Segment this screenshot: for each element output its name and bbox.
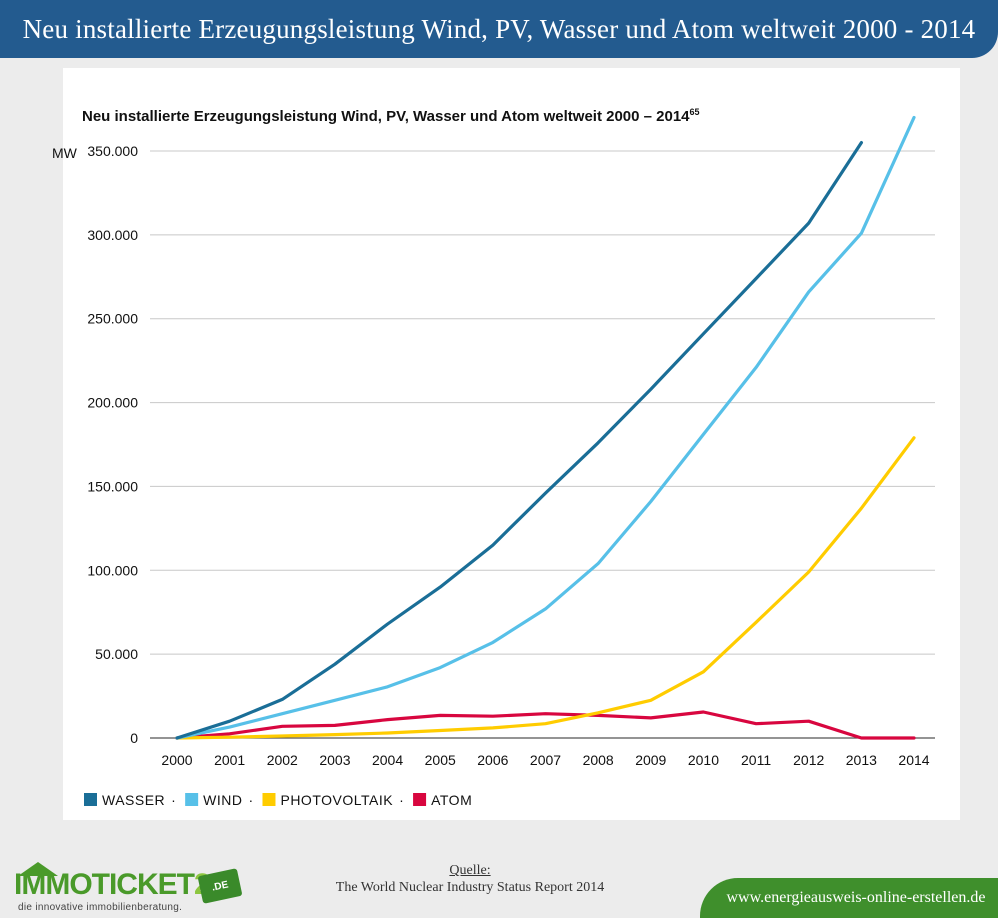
logo-word: IMMOTICKET bbox=[14, 868, 195, 901]
legend-separator: · bbox=[248, 792, 253, 808]
x-tick-label: 2004 bbox=[372, 752, 403, 768]
x-tick-label: 2006 bbox=[477, 752, 508, 768]
x-tick-label: 2007 bbox=[530, 752, 561, 768]
page-title-banner: Neu installierte Erzeugungsleistung Wind… bbox=[0, 0, 998, 58]
series-line-photovoltaik bbox=[175, 436, 916, 740]
x-tick-label: 2002 bbox=[267, 752, 298, 768]
legend-swatch-atom bbox=[413, 793, 427, 806]
y-tick-label: 200.000 bbox=[87, 395, 138, 411]
x-tick-label: 2000 bbox=[161, 752, 192, 768]
x-tick-label: 2011 bbox=[741, 752, 771, 768]
y-tick-label: 50.000 bbox=[95, 646, 138, 662]
source-note: Quelle: The World Nuclear Industry Statu… bbox=[320, 862, 620, 896]
house-roof-icon bbox=[18, 862, 58, 876]
source-text: The World Nuclear Industry Status Report… bbox=[335, 880, 605, 895]
x-tick-label: 2010 bbox=[688, 752, 719, 768]
x-tick-label: 2005 bbox=[425, 752, 456, 768]
y-tick-label: 350.000 bbox=[87, 143, 138, 159]
x-tick-label: 2001 bbox=[214, 752, 245, 768]
x-tick-label: 2014 bbox=[898, 752, 929, 768]
logo-wordmark: IMMOTICKET24 bbox=[14, 868, 226, 902]
series-line-wasser bbox=[175, 141, 863, 740]
series-line-wind bbox=[175, 115, 916, 740]
series-line-atom bbox=[175, 710, 916, 740]
y-tick-label: 250.000 bbox=[87, 311, 138, 327]
chart-title-footnote: 65 bbox=[690, 107, 700, 117]
legend-label: WASSER bbox=[102, 792, 165, 808]
legend-separator: · bbox=[399, 792, 404, 808]
chart-card bbox=[63, 68, 960, 820]
x-tick-label: 2008 bbox=[583, 752, 614, 768]
y-tick-label: 300.000 bbox=[87, 227, 138, 243]
x-tick-label: 2012 bbox=[793, 752, 824, 768]
legend-separator: · bbox=[171, 792, 176, 808]
website-url: www.energieausweis-online-erstellen.de bbox=[726, 889, 986, 906]
x-tick-label: 2013 bbox=[846, 752, 877, 768]
y-axis-unit-label: MW bbox=[52, 145, 78, 161]
immoticket-logo: IMMOTICKET24 .DE die innovative immobili… bbox=[4, 862, 244, 914]
chart-title: Neu installierte Erzeugungsleistung Wind… bbox=[82, 107, 700, 125]
legend-label: ATOM bbox=[431, 792, 472, 808]
y-tick-label: 0 bbox=[130, 730, 138, 746]
legend-swatch-wasser bbox=[84, 793, 97, 806]
legend-swatch-photovoltaik bbox=[262, 793, 276, 806]
website-banner: www.energieausweis-online-erstellen.de bbox=[700, 878, 998, 918]
legend-label: PHOTOVOLTAIK bbox=[280, 792, 393, 808]
y-tick-label: 100.000 bbox=[87, 562, 138, 578]
x-tick-label: 2003 bbox=[319, 752, 350, 768]
x-tick-label: 2009 bbox=[635, 752, 666, 768]
source-label: Quelle: bbox=[449, 863, 491, 878]
y-tick-label: 150.000 bbox=[87, 478, 138, 494]
legend-label: WIND bbox=[203, 792, 242, 808]
logo-tagline: die innovative immobilienberatung. bbox=[18, 902, 183, 913]
page-title: Neu installierte Erzeugungsleistung Wind… bbox=[22, 13, 976, 44]
legend-swatch-wind bbox=[185, 793, 199, 806]
